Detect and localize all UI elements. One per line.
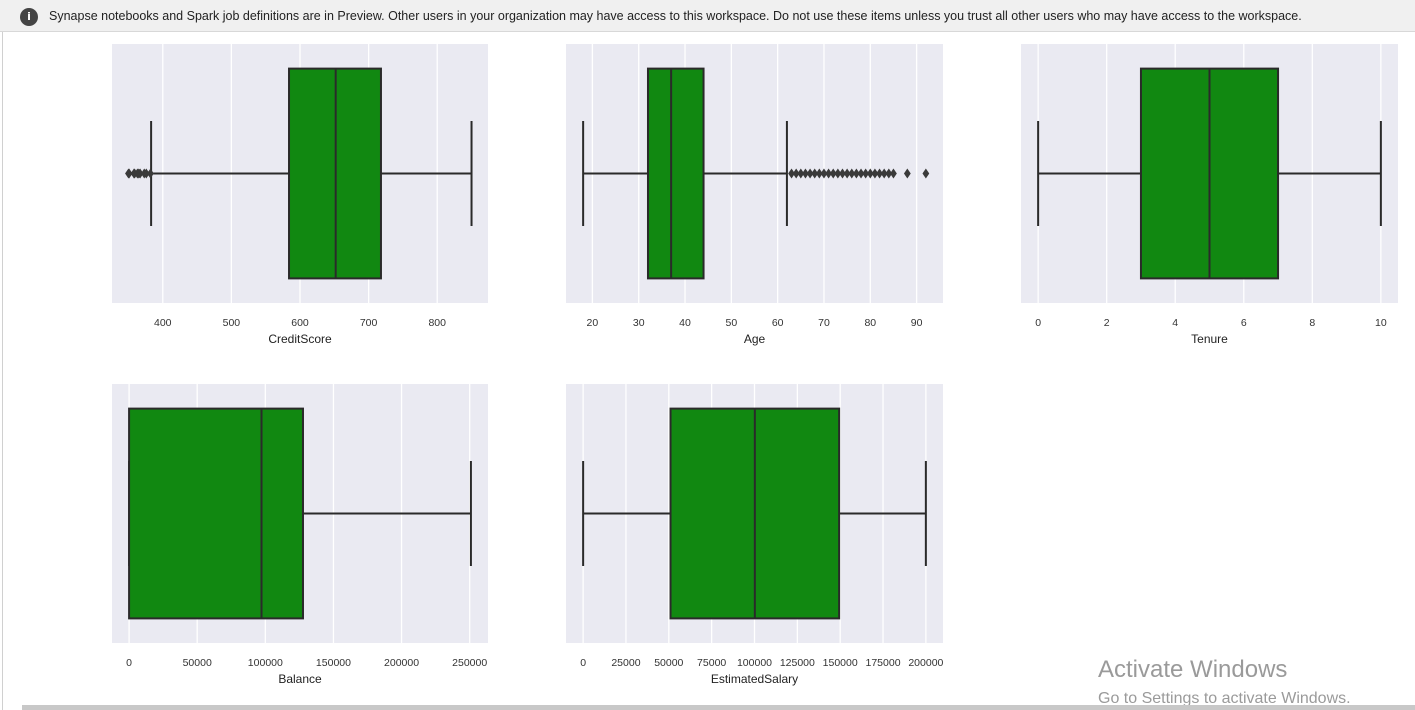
tick-label: 50000: [183, 657, 212, 669]
outlier-point: [843, 168, 851, 179]
outlier-point: [136, 168, 144, 179]
tick-label: 2: [1104, 317, 1110, 329]
tick-label: 250000: [452, 657, 487, 669]
tick-label: 0: [580, 657, 586, 669]
outlier-point: [866, 168, 874, 179]
x-axis-label: Age: [744, 332, 766, 346]
outlier-point: [825, 168, 833, 179]
outlier-point: [797, 168, 805, 179]
tick-label: 8: [1309, 317, 1315, 329]
tick-label: 4: [1172, 317, 1178, 329]
boxplot-balance: 0 50000 100000 150000 200000 250000 Balance: [112, 384, 488, 686]
outlier-point: [802, 168, 809, 179]
tick-label: 175000: [866, 657, 901, 669]
tick-label: 80: [864, 317, 876, 329]
outlier-point: [890, 168, 897, 179]
outlier-point: [839, 168, 846, 179]
boxplot-age: 20 30 40 50 60 70 80 90 Age: [566, 44, 943, 346]
outlier-point: [876, 168, 883, 179]
activation-watermark-subtitle: Go to Settings to activate Windows.: [1098, 690, 1351, 707]
outlier-point: [829, 168, 837, 179]
outlier-point: [806, 168, 814, 179]
iqr-box: [646, 67, 705, 280]
tick-label: 60: [772, 317, 784, 329]
outlier-point: [792, 168, 800, 179]
outlier-point: [811, 168, 819, 179]
tick-label: 100000: [737, 657, 772, 669]
boxplot-tenure: 0 2 4 6 8 10 Tenure: [1021, 44, 1398, 346]
tick-label: 0: [126, 657, 132, 669]
tick-label: 500: [223, 317, 241, 329]
preview-banner: i Synapse notebooks and Spark job defini…: [0, 0, 1415, 32]
x-axis-label: CreditScore: [268, 332, 332, 346]
outlier-point: [922, 168, 930, 179]
outlier-point: [125, 168, 133, 179]
tick-label: 50000: [654, 657, 683, 669]
outlier-point: [848, 168, 856, 179]
outlier-point: [815, 168, 823, 179]
tick-label: 90: [911, 317, 923, 329]
info-icon: i: [20, 8, 38, 26]
outlier-point: [820, 168, 828, 179]
x-axis-label: Balance: [278, 672, 322, 686]
tick-label: 10: [1375, 317, 1387, 329]
outlier-point: [885, 168, 893, 179]
boxplot-creditscore: 400 500 600 700 800 CreditScore: [112, 44, 488, 346]
outlier-point: [903, 168, 911, 179]
tick-label: 20: [587, 317, 599, 329]
tick-label: 25000: [611, 657, 640, 669]
tick-label: 30: [633, 317, 645, 329]
outlier-point: [788, 168, 795, 179]
tick-label: 700: [360, 317, 378, 329]
outlier-point: [857, 168, 865, 179]
tick-label: 600: [291, 317, 309, 329]
activation-watermark-title: Activate Windows: [1098, 656, 1288, 683]
horizontal-scrollbar[interactable]: [22, 705, 1415, 710]
outlier-point: [862, 168, 870, 179]
boxplot-estimatedsalary: 0 25000 50000 75000 100000 125000 150000 175000…: [566, 384, 944, 686]
outlier-point: [147, 168, 154, 179]
banner-message: Synapse notebooks and Spark job definiti…: [49, 9, 1302, 23]
cell-left-border: [2, 32, 3, 710]
tick-label: 200000: [384, 657, 419, 669]
tick-label: 800: [428, 317, 446, 329]
tick-label: 400: [154, 317, 172, 329]
tick-label: 6: [1241, 317, 1247, 329]
tick-label: 40: [679, 317, 691, 329]
outlier-point: [852, 168, 860, 179]
x-axis-label: EstimatedSalary: [711, 672, 798, 686]
tick-label: 70: [818, 317, 830, 329]
outlier-point: [880, 168, 888, 179]
x-axis-label: Tenure: [1191, 332, 1228, 346]
iqr-box: [128, 407, 304, 620]
tick-label: 150000: [316, 657, 351, 669]
tick-label: 100000: [248, 657, 283, 669]
outlier-point: [834, 168, 842, 179]
tick-label: 75000: [697, 657, 726, 669]
outlier-point: [142, 168, 150, 179]
tick-label: 200000: [908, 657, 943, 669]
tick-label: 150000: [823, 657, 858, 669]
tick-label: 0: [1035, 317, 1041, 329]
tick-label: 50: [725, 317, 737, 329]
outlier-point: [871, 168, 879, 179]
tick-label: 125000: [780, 657, 815, 669]
